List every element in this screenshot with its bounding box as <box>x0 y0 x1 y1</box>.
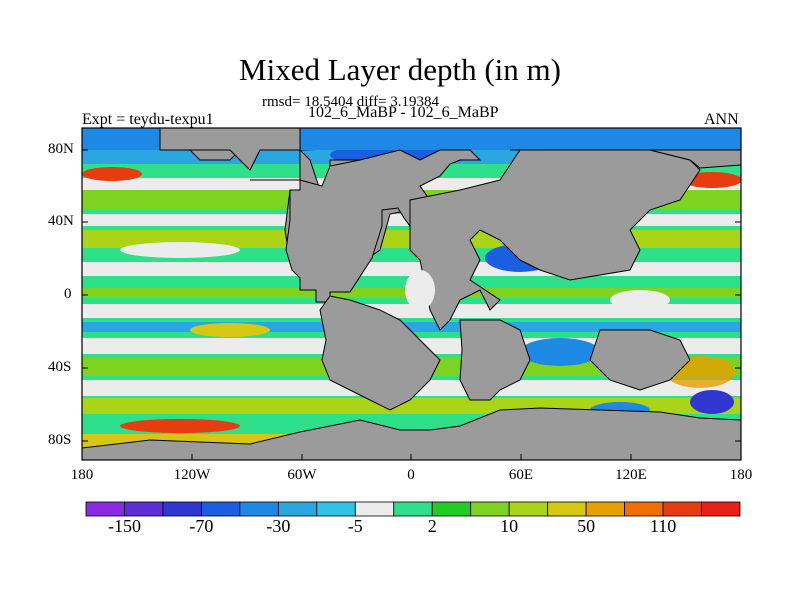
plot-title: Mixed Layer depth (in m) <box>239 52 561 87</box>
colorbar-swatch <box>124 501 164 517</box>
comparison-label: 102_6_MaBP - 102_6_MaBP <box>308 104 499 121</box>
lat-label: 40N <box>48 213 74 229</box>
lat-label: 40S <box>48 359 72 375</box>
colorbar-label: 10 <box>500 516 519 536</box>
land-masses <box>82 128 741 460</box>
colorbar-swatch <box>508 501 549 517</box>
season-label: ANN <box>704 111 739 128</box>
lat-label: 80N <box>48 141 74 157</box>
lon-label: 60E <box>508 467 534 483</box>
colorbar-swatch <box>201 501 241 517</box>
lon-label: 120W <box>173 467 211 483</box>
colorbar-swatch <box>624 501 664 517</box>
colorbar-swatch <box>239 501 279 517</box>
colorbar-label: 50 <box>577 516 596 536</box>
lon-label: 180 <box>729 467 753 483</box>
colorbar-swatch <box>431 501 472 517</box>
lon-label: 60W <box>287 467 317 483</box>
colorbar-swatch <box>277 501 318 517</box>
colorbar-swatch <box>354 501 395 517</box>
colorbar-swatch <box>162 501 202 517</box>
lon-ticks <box>81 454 742 460</box>
colorbar <box>85 501 741 517</box>
lon-label: 0 <box>407 467 415 483</box>
map-field <box>82 128 741 460</box>
colorbar-swatch <box>547 501 587 517</box>
colorbar-swatch <box>701 501 741 517</box>
colorbar-label: -30 <box>266 516 291 536</box>
lat-label: 0 <box>64 286 72 302</box>
lat-ticks <box>82 149 741 442</box>
colorbar-swatch <box>316 501 356 517</box>
colorbar-label: -150 <box>107 516 141 536</box>
colorbar-swatch <box>585 501 625 517</box>
lat-label: 80S <box>48 432 72 448</box>
colorbar-swatch <box>85 501 125 517</box>
lon-label: 120E <box>615 467 647 483</box>
colorbar-swatch <box>470 501 510 517</box>
experiment-label: Expt = teydu-texpu1 <box>82 111 214 128</box>
colorbar-label: 2 <box>427 516 437 536</box>
colorbar-label: -5 <box>347 516 363 536</box>
colorbar-label: -70 <box>189 516 214 536</box>
colorbar-swatch <box>662 501 702 517</box>
lon-label: 180 <box>70 467 94 483</box>
colorbar-label: 110 <box>649 516 677 536</box>
colorbar-swatch <box>393 501 433 517</box>
stats-line: rmsd= 18.5404 diff= 3.19384 <box>262 94 440 110</box>
